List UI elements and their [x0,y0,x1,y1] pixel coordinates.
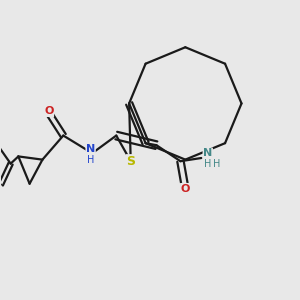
Text: N: N [203,148,212,158]
Text: S: S [126,155,135,168]
Text: H: H [213,159,220,170]
Text: O: O [44,106,53,116]
Text: O: O [181,184,190,194]
Text: H: H [204,159,212,170]
Text: N: N [86,144,95,154]
Text: H: H [87,155,94,165]
